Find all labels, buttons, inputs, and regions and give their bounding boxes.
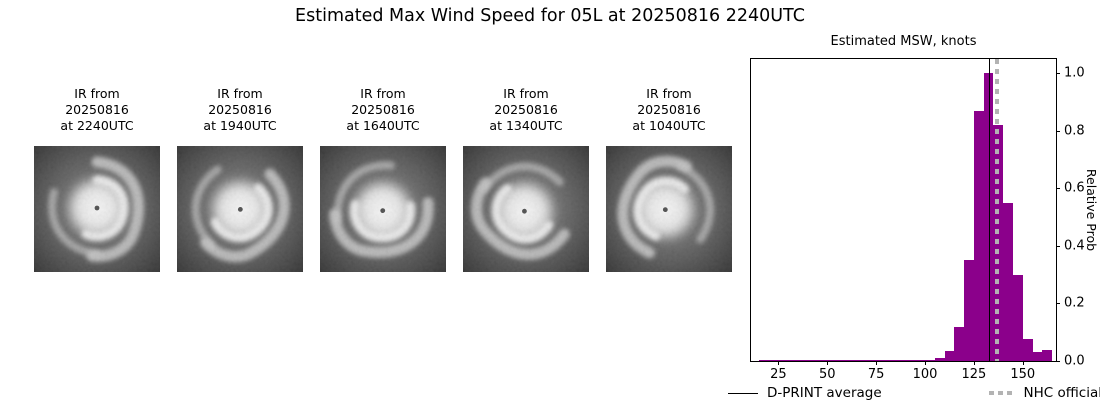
- ir-caption-line: at 1340UTC: [489, 118, 563, 133]
- histogram-bar: [817, 359, 828, 361]
- y-tick-label: 1.0: [1064, 65, 1085, 81]
- histogram-bar: [944, 350, 955, 361]
- ir-caption-line: 20250816: [637, 102, 701, 117]
- x-tick: [925, 361, 926, 365]
- ir-panel-1340utc: IR from 20250816 at 1340UTC: [463, 86, 589, 272]
- histogram-bar: [895, 359, 906, 361]
- x-tick: [1022, 361, 1024, 365]
- ir-caption: IR from 20250816 at 1940UTC: [177, 86, 303, 134]
- nhc-official-line: [995, 59, 1000, 361]
- ir-caption-line: 20250816: [351, 102, 415, 117]
- histogram-bar: [1003, 202, 1013, 361]
- legend-entry-nhc: NHC official: [988, 385, 1100, 401]
- y-tick-label: 0.0: [1064, 353, 1085, 369]
- histogram-bar: [876, 359, 886, 361]
- ir-caption-line: at 1040UTC: [632, 118, 706, 133]
- ir-caption-line: at 1640UTC: [346, 118, 420, 133]
- ir-caption-line: at 1940UTC: [203, 118, 277, 133]
- y-tick-label: 0.2: [1064, 295, 1085, 311]
- x-tick-label: 50: [818, 367, 836, 382]
- histogram-bar: [905, 359, 916, 361]
- ir-caption-line: 20250816: [65, 102, 129, 117]
- y-tick: [1056, 245, 1060, 247]
- ir-caption: IR from 20250816 at 1340UTC: [463, 86, 589, 134]
- y-tick: [1056, 303, 1060, 305]
- ir-caption-line: IR from: [74, 86, 120, 101]
- solid-line-icon: [728, 392, 758, 394]
- ir-panel-1040utc: IR from 20250816 at 1040UTC: [606, 86, 732, 272]
- histogram-bar: [1012, 274, 1023, 361]
- ir-caption-line: IR from: [503, 86, 549, 101]
- ir-caption: IR from 20250816 at 2240UTC: [34, 86, 160, 134]
- histogram-bar: [964, 260, 974, 361]
- dprint-average-line: [988, 59, 991, 361]
- y-tick-label: 0.6: [1064, 180, 1085, 196]
- ir-panel-1640utc: IR from 20250816 at 1640UTC: [320, 86, 446, 272]
- histogram-bar: [934, 357, 945, 361]
- dotted-line-icon: [988, 391, 1015, 395]
- histogram-bar: [954, 326, 965, 361]
- y-tick-label: 0.8: [1064, 123, 1085, 139]
- x-tick-label: 75: [867, 367, 885, 382]
- ir-caption-line: IR from: [217, 86, 263, 101]
- hurricane-ir-image: [34, 146, 160, 272]
- histogram-bar: [866, 359, 877, 361]
- y-tick: [1056, 361, 1060, 362]
- hurricane-ir-image: [606, 146, 732, 272]
- legend-label: D-PRINT average: [767, 385, 882, 401]
- msw-histogram: 25 50 75 100 125 150 0.0 0.2 0.4 0.6 0.8 1.0: [750, 58, 1085, 382]
- histogram-bar: [768, 359, 779, 361]
- y-tick: [1056, 188, 1060, 190]
- histogram-bar: [1042, 349, 1053, 361]
- x-tick: [778, 361, 780, 365]
- histogram-bar: [885, 359, 896, 361]
- histogram-bar: [837, 359, 847, 361]
- histogram-bar: [807, 359, 818, 361]
- ir-caption-line: IR from: [646, 86, 692, 101]
- y-tick: [1056, 73, 1060, 75]
- hurricane-ir-image: [320, 146, 446, 272]
- x-tick-label: 150: [1010, 367, 1036, 382]
- x-tick-label: 25: [770, 367, 787, 382]
- figure-title: Estimated Max Wind Speed for 05L at 2025…: [295, 6, 805, 26]
- ir-caption-line: at 2240UTC: [60, 118, 134, 133]
- ir-caption: IR from 20250816 at 1040UTC: [606, 86, 732, 134]
- histogram-bar: [778, 359, 789, 361]
- ir-caption-line: IR from: [360, 86, 406, 101]
- hurricane-ir-image: [463, 146, 589, 272]
- histogram-bar: [925, 359, 935, 361]
- histogram-bar: [1032, 352, 1043, 361]
- chart-legend: D-PRINT average NHC official: [728, 385, 1100, 401]
- x-tick-label: 125: [961, 367, 987, 382]
- y-tick-label: 0.4: [1064, 238, 1085, 254]
- legend-label: NHC official: [1023, 385, 1100, 401]
- histogram-bar: [856, 359, 867, 361]
- histogram-bar: [827, 359, 838, 361]
- ir-caption-line: 20250816: [494, 102, 558, 117]
- y-tick: [1056, 130, 1060, 132]
- hurricane-ir-image: [177, 146, 303, 272]
- ir-caption-line: 20250816: [208, 102, 272, 117]
- histogram-bar: [758, 359, 769, 361]
- ir-panel-1940utc: IR from 20250816 at 1940UTC: [177, 86, 303, 272]
- y-axis-label: Relative Prob: [1084, 168, 1099, 252]
- x-tick: [973, 361, 975, 365]
- histogram-bar: [983, 73, 994, 361]
- histogram-bar: [973, 110, 984, 361]
- histogram-bar: [846, 359, 857, 361]
- histogram-bar: [1022, 339, 1033, 361]
- ir-caption: IR from 20250816 at 1640UTC: [320, 86, 446, 134]
- chart-title: Estimated MSW, knots: [830, 34, 977, 49]
- histogram-bar: [797, 359, 808, 361]
- legend-entry-dprint: D-PRINT average: [728, 385, 882, 401]
- histogram-bar: [915, 359, 925, 361]
- x-tick-label: 100: [912, 367, 938, 382]
- ir-panel-2240utc: IR from 20250816 at 2240UTC: [34, 86, 160, 272]
- x-tick: [876, 361, 878, 365]
- histogram-bar: [788, 359, 798, 361]
- x-tick: [827, 361, 829, 365]
